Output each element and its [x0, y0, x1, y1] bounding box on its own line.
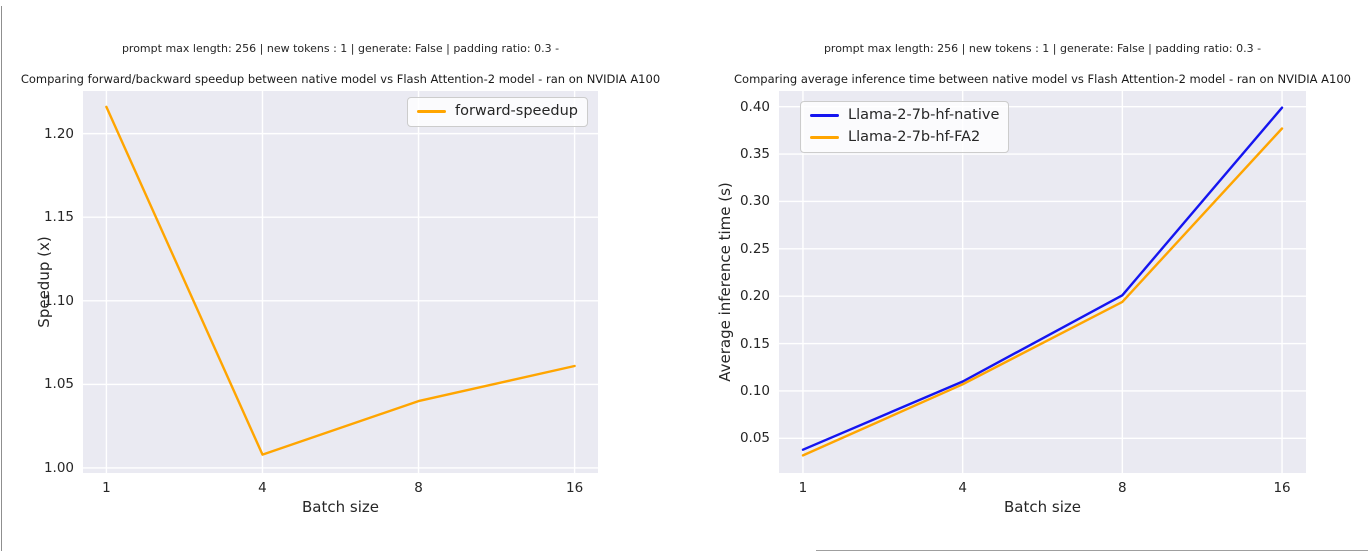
x-axis-label: Batch size: [1004, 498, 1081, 516]
y-tick-label: 1.10: [43, 292, 74, 309]
y-tick-label: 0.05: [739, 430, 770, 447]
y-tick-label: 0.40: [739, 98, 770, 115]
chart-canvas: [779, 91, 1306, 473]
y-tick-label: 1.15: [43, 209, 74, 226]
legend-label: Llama-2-7b-hf-native: [848, 107, 1000, 123]
y-tick-label: 0.25: [739, 240, 770, 257]
chart-canvas: [83, 91, 598, 473]
legend-line-swatch: [416, 110, 446, 113]
y-axis-label: Speedup (x): [35, 236, 53, 328]
plot-area: [83, 91, 598, 473]
y-tick-label: 1.00: [43, 459, 74, 476]
legend-line-swatch: [810, 114, 839, 117]
legend-item: Llama-2-7b-hf-FA2: [810, 128, 999, 147]
legend-line-swatch: [810, 136, 839, 139]
plot-area: [779, 91, 1306, 473]
figure-suptitle: prompt max length: 256 | new tokens : 1 …: [823, 42, 1262, 55]
legend: Llama-2-7b-hf-native Llama-2-7b-hf-FA2: [800, 101, 1010, 153]
figure-inference-time: prompt max length: 256 | new tokens : 1 …: [684, 0, 1368, 551]
figure-title: Comparing average inference time between…: [734, 72, 1351, 86]
figure-suptitle: prompt max length: 256 | new tokens : 1 …: [121, 42, 560, 55]
y-tick-label: 0.20: [739, 288, 770, 305]
window-left-border: [1, 6, 2, 551]
legend-label: forward-speedup: [454, 103, 578, 119]
y-tick-label: 1.20: [43, 125, 74, 142]
figure-forward-speedup: prompt max length: 256 | new tokens : 1 …: [20, 42, 661, 516]
x-tick-label: 4: [958, 480, 967, 496]
y-tick-label: 1.05: [43, 376, 74, 393]
legend: forward-speedup: [406, 97, 588, 127]
x-tick-label: 16: [1273, 480, 1291, 496]
x-tick-label: 8: [1118, 480, 1127, 496]
series-line-forward-speedup: [105, 105, 576, 456]
x-tick-label: 16: [565, 480, 584, 496]
series-line-Llama-2-7b-hf-FA2: [801, 127, 1284, 457]
legend-item: forward-speedup: [416, 102, 578, 121]
series-line-Llama-2-7b-hf-native: [801, 106, 1284, 451]
y-tick-label: 0.35: [739, 146, 770, 163]
x-tick-label: 1: [102, 480, 111, 496]
figure-title: Comparing forward/backward speedup betwe…: [20, 72, 661, 86]
y-tick-label: 0.10: [739, 382, 770, 399]
y-tick-label: 0.15: [739, 335, 770, 352]
x-tick-label: 8: [414, 480, 423, 496]
x-axis-label: Batch size: [302, 498, 379, 516]
x-tick-label: 1: [798, 480, 808, 496]
y-tick-label: 0.30: [739, 193, 770, 210]
legend-label: Llama-2-7b-hf-FA2: [848, 129, 981, 145]
x-tick-label: 4: [258, 480, 267, 496]
legend-item: Llama-2-7b-hf-native: [810, 106, 999, 125]
